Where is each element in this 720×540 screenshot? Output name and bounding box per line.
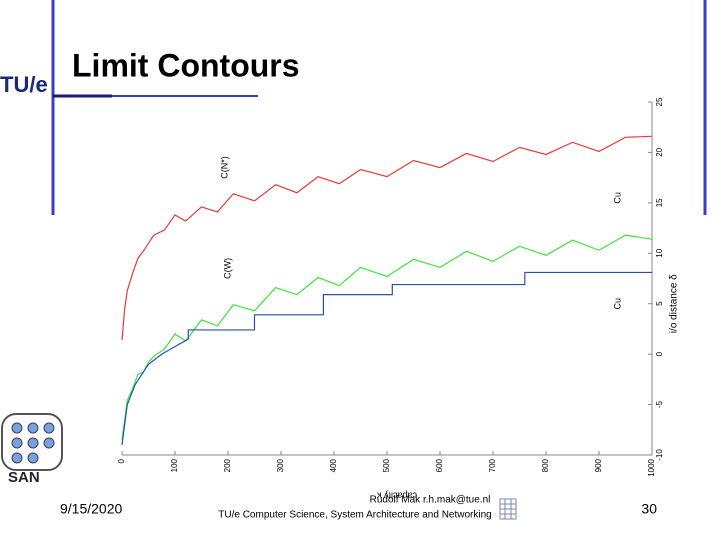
x-tick-label: 500 xyxy=(382,458,391,472)
footer-page: 30 xyxy=(641,501,657,517)
y-tick-label: 25 xyxy=(655,97,664,106)
series-line xyxy=(121,271,652,445)
x-tick-label: 400 xyxy=(329,458,338,472)
y-tick-label: 15 xyxy=(655,198,664,207)
annotation: C(N*) xyxy=(219,156,229,179)
footer-department: TU/e Computer Science, System Architectu… xyxy=(218,510,491,521)
annotation: C(W) xyxy=(222,258,232,279)
y-tick-label: -5 xyxy=(655,400,664,408)
logo: TU/e xyxy=(0,72,48,97)
x-tick-label: 300 xyxy=(276,458,285,472)
x-tick-label: 800 xyxy=(541,458,550,472)
y-tick-label: 10 xyxy=(655,248,664,257)
san-logo: SAN xyxy=(1,413,63,486)
annotation: Cu xyxy=(612,298,622,310)
x-tick-label: 100 xyxy=(170,458,179,472)
x-tick-label: 600 xyxy=(435,458,444,472)
y-tick-label: 0 xyxy=(655,351,664,356)
y-tick-label: -10 xyxy=(655,449,664,461)
x-tick-label: 900 xyxy=(594,458,603,472)
y-tick-label: 20 xyxy=(655,147,664,156)
x-axis-label: capacity κ xyxy=(376,491,417,501)
plot: 0 100 200 300 400 500 600 700 800 900 1000-10 -5 0 5 1… xyxy=(117,97,680,501)
slide-title: Limit Contours xyxy=(72,47,300,83)
footer-date: 9/15/2020 xyxy=(60,501,122,517)
x-tick-label: 200 xyxy=(223,458,232,472)
san-logo-text: SAN xyxy=(8,469,40,486)
series-line xyxy=(121,135,653,341)
x-tick-label: 1000 xyxy=(647,458,656,476)
y-axis-label: i/o distance δ xyxy=(669,274,680,333)
annotation: Cu xyxy=(612,192,622,204)
y-tick-label: 5 xyxy=(655,301,664,306)
x-tick-label: 0 xyxy=(117,458,126,463)
series-line xyxy=(121,234,653,440)
footer-icon xyxy=(499,498,517,520)
footer-author: Rudolf Mak r.h.mak@tue.nl xyxy=(370,495,491,506)
x-tick-label: 700 xyxy=(488,458,497,472)
